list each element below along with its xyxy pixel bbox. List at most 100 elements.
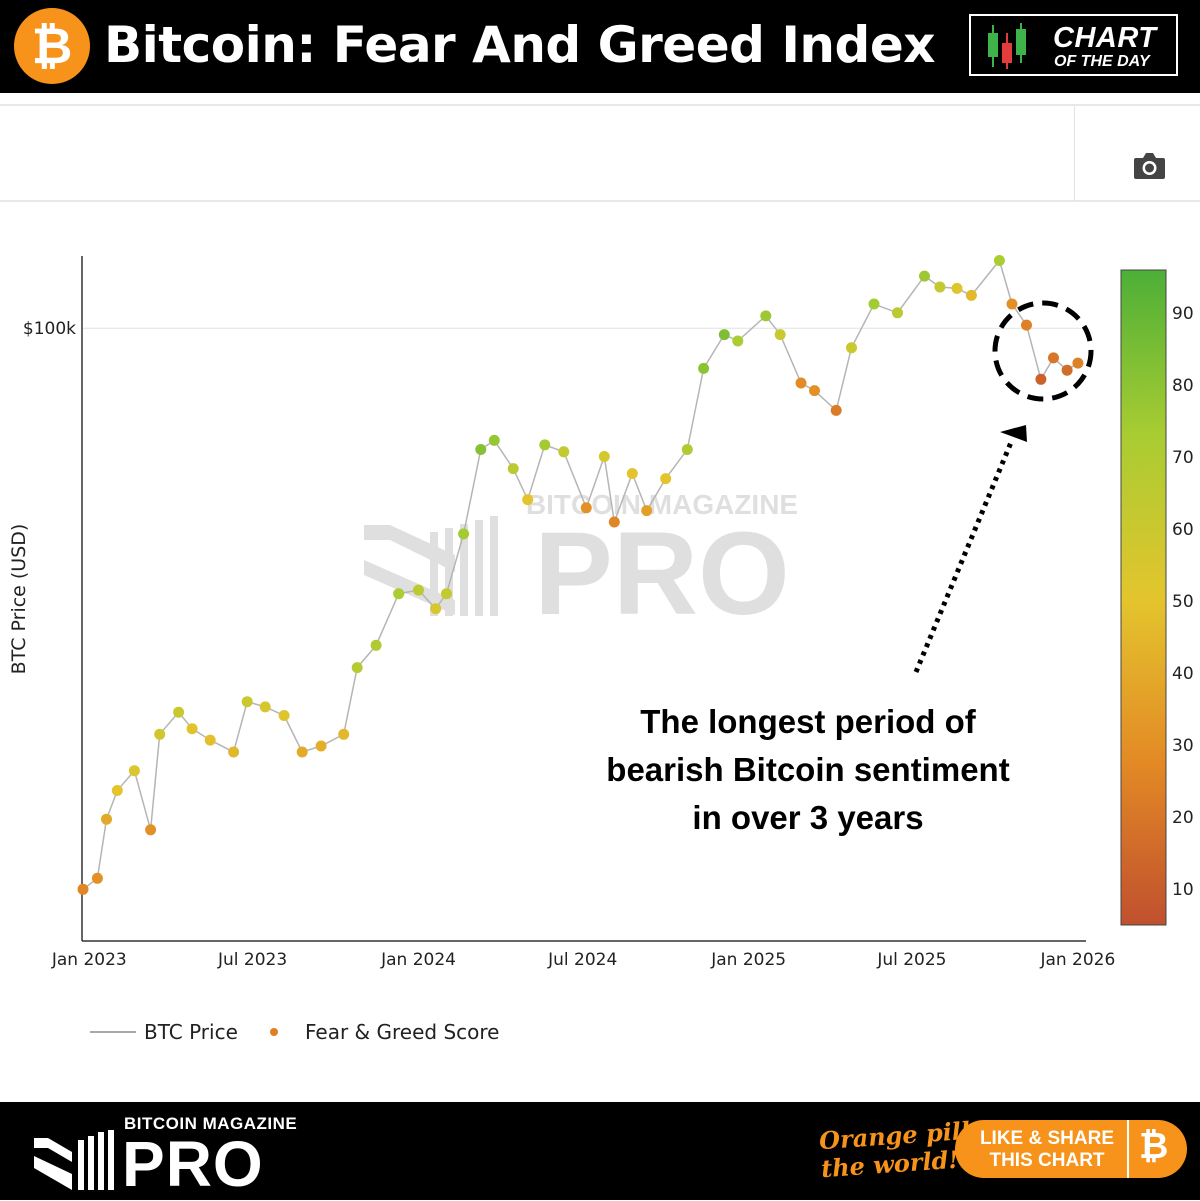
x-tick-label: Jul 2025: [876, 950, 946, 970]
watermark-main: PRO: [534, 508, 790, 640]
fear-greed-marker[interactable]: [558, 446, 570, 458]
fear-greed-marker[interactable]: [204, 734, 216, 746]
highlight-circle: [992, 300, 1094, 402]
fear-greed-marker[interactable]: [760, 310, 772, 322]
fear-greed-marker[interactable]: [413, 584, 424, 596]
fear-greed-marker[interactable]: [128, 765, 140, 777]
footer-slogan: Orange pill the world!: [818, 1116, 973, 1183]
fear-greed-marker[interactable]: [641, 505, 653, 517]
annotation-line-2: bearish Bitcoin sentiment: [606, 751, 1010, 788]
fear-greed-marker[interactable]: [91, 872, 103, 884]
fear-greed-marker[interactable]: [228, 746, 240, 758]
colorbar: [1120, 269, 1167, 926]
fear-greed-marker[interactable]: [338, 728, 350, 740]
watermark-stripes-icon: [364, 516, 498, 616]
footer-brand-top: BITCOIN MAGAZINE: [124, 1114, 298, 1133]
badge-line-2: OF THE DAY: [1054, 53, 1150, 70]
fear-greed-marker[interactable]: [580, 502, 592, 514]
annotation-arrow: [913, 439, 1015, 673]
camera-icon[interactable]: [1133, 152, 1166, 180]
chart-toolbar: [0, 104, 1200, 202]
legend-line-swatch: [90, 1031, 136, 1033]
candlestick-icon: [988, 23, 1026, 69]
y-tick-label: $100k: [23, 319, 76, 339]
fear-greed-marker[interactable]: [77, 883, 89, 895]
fear-greed-marker[interactable]: [830, 404, 842, 416]
brand-stripes-icon: [34, 1130, 114, 1190]
fear-greed-marker[interactable]: [868, 298, 880, 310]
fear-greed-marker[interactable]: [1035, 373, 1047, 385]
x-tick-label: Jul 2023: [217, 950, 287, 970]
fear-greed-marker[interactable]: [441, 588, 452, 600]
fear-greed-marker[interactable]: [608, 516, 620, 528]
colorbar-tick-label: 60: [1172, 520, 1194, 540]
fear-greed-marker[interactable]: [993, 255, 1005, 266]
fear-greed-marker[interactable]: [718, 329, 730, 341]
x-tick-label: Jan 2024: [380, 950, 456, 970]
legend-dot-swatch: [270, 1028, 278, 1036]
fear-greed-markers: [77, 255, 1084, 895]
fear-greed-marker[interactable]: [522, 494, 534, 506]
fear-greed-marker[interactable]: [430, 603, 442, 615]
fear-greed-marker[interactable]: [598, 451, 610, 462]
colorbar-tick-label: 90: [1172, 304, 1194, 324]
fear-greed-marker[interactable]: [111, 785, 123, 796]
fear-greed-marker[interactable]: [507, 463, 519, 475]
fear-greed-marker[interactable]: [315, 740, 327, 752]
footer-brand-main: PRO: [122, 1128, 264, 1200]
fear-greed-marker[interactable]: [934, 281, 946, 293]
fear-greed-marker[interactable]: [154, 728, 166, 740]
annotation-line-1: The longest period of: [640, 703, 976, 740]
share-line-2: THIS CHART: [989, 1150, 1105, 1171]
fear-greed-marker[interactable]: [259, 701, 271, 713]
fear-greed-marker[interactable]: [774, 329, 786, 341]
fear-greed-marker[interactable]: [1021, 319, 1032, 331]
fear-greed-marker[interactable]: [846, 342, 857, 354]
fear-greed-marker[interactable]: [370, 639, 382, 651]
legend-item-fear-greed[interactable]: Fear & Greed Score: [305, 1020, 500, 1044]
fear-greed-marker[interactable]: [892, 307, 903, 319]
fear-greed-marker[interactable]: [1006, 298, 1018, 310]
fear-greed-marker[interactable]: [919, 270, 930, 282]
colorbar-tick-label: 30: [1172, 736, 1194, 756]
bitcoin-logo-icon: ₿: [14, 8, 90, 84]
fear-greed-marker[interactable]: [681, 444, 693, 455]
fear-greed-marker[interactable]: [475, 444, 487, 455]
fear-greed-marker[interactable]: [809, 385, 820, 397]
fear-greed-marker[interactable]: [698, 362, 710, 374]
fear-greed-marker[interactable]: [241, 696, 253, 708]
fear-greed-marker[interactable]: [1072, 357, 1084, 369]
toolbar-divider: [1074, 106, 1075, 202]
watermark: BITCOIN MAGAZINE PRO: [364, 489, 798, 640]
colorbar-tick-label: 10: [1172, 880, 1194, 900]
fear-greed-marker[interactable]: [173, 706, 185, 718]
fear-greed-marker[interactable]: [351, 662, 363, 674]
fear-greed-marker[interactable]: [660, 473, 672, 485]
fear-greed-marker[interactable]: [296, 746, 308, 758]
like-share-button[interactable]: LIKE & SHARE THIS CHART ₿: [955, 1120, 1187, 1178]
legend-item-btc-price[interactable]: BTC Price: [144, 1020, 238, 1044]
fear-greed-marker[interactable]: [965, 289, 977, 301]
header-bar: ₿ Bitcoin: Fear And Greed Index CHART OF…: [0, 0, 1200, 93]
fear-greed-marker[interactable]: [539, 439, 551, 451]
fear-greed-marker[interactable]: [795, 377, 807, 389]
fear-greed-marker[interactable]: [145, 824, 157, 836]
colorbar-tick-label: 50: [1172, 592, 1194, 612]
fear-greed-marker[interactable]: [458, 528, 470, 540]
fear-greed-marker[interactable]: [626, 468, 638, 479]
arrow-head: [1000, 425, 1027, 442]
fear-greed-marker[interactable]: [186, 723, 198, 735]
chart-of-the-day-badge: CHART OF THE DAY: [969, 14, 1178, 76]
fear-greed-marker[interactable]: [1048, 352, 1059, 364]
fear-greed-marker[interactable]: [951, 282, 963, 294]
fear-greed-marker[interactable]: [732, 335, 744, 347]
fear-greed-marker[interactable]: [278, 710, 290, 721]
fear-greed-marker[interactable]: [488, 434, 500, 446]
fear-greed-marker[interactable]: [101, 813, 112, 825]
x-tick-label: Jan 2026: [1039, 950, 1115, 970]
x-tick-label: Jan 2025: [710, 950, 786, 970]
fear-greed-marker[interactable]: [1061, 364, 1073, 376]
fear-greed-marker[interactable]: [393, 588, 405, 600]
colorbar-tick-label: 80: [1172, 376, 1194, 396]
share-button-label: LIKE & SHARE THIS CHART: [977, 1128, 1117, 1172]
